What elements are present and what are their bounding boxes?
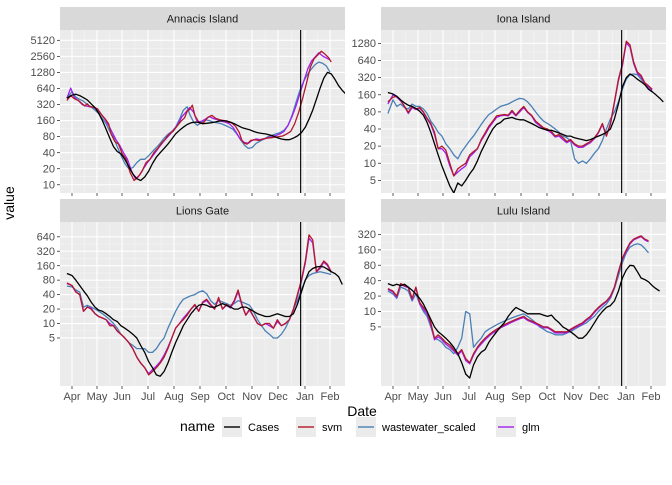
panels-layer: Annacis Island 10 20 40 80 160 320 640 1280 2560 5… <box>31 7 666 403</box>
x-tick-label: Dec <box>589 391 609 403</box>
x-tick-label: Apr <box>384 391 401 403</box>
x-tick-label: Aug <box>164 391 184 403</box>
x-tick-label: Jan <box>617 391 635 403</box>
y-tick-label: 640 <box>37 231 55 243</box>
x-tick-label: Nov <box>563 391 583 403</box>
series-line-cases <box>66 265 343 377</box>
y-tick-label: 80 <box>43 131 55 143</box>
x-tick-label: Jul <box>462 391 476 403</box>
y-tick-label: 40 <box>43 147 55 159</box>
x-tick-label: Sep <box>190 391 210 403</box>
x-tick-label: Jan <box>296 391 314 403</box>
y-tick-label: 640 <box>358 55 376 67</box>
legend-label: Cases <box>248 422 280 434</box>
y-tick-label: 160 <box>37 115 55 127</box>
series-line-svm <box>387 40 653 177</box>
series-line-ww <box>66 271 332 354</box>
y-tick-label: 40 <box>364 275 376 287</box>
facet-panel: Annacis Island 10 20 40 80 160 320 640 1280 2560 5… <box>31 7 345 196</box>
x-tick-label: Dec <box>268 391 288 403</box>
legend-items: Cases svm wastewater_scaled glm <box>222 417 540 437</box>
x-tick-label: May <box>408 391 429 403</box>
legend-label: glm <box>522 422 540 434</box>
y-tick-label: 80 <box>364 106 376 118</box>
facet-strip <box>60 199 345 222</box>
facet-title: Lulu Island <box>497 206 550 218</box>
y-tick-label: 10 <box>364 306 376 318</box>
y-tick-label: 160 <box>358 244 376 256</box>
y-tick-label: 320 <box>358 229 376 241</box>
y-tick-label: 2560 <box>31 51 55 63</box>
series-line-cases <box>387 264 660 379</box>
panel-background <box>60 30 345 193</box>
y-tick-label: 80 <box>364 260 376 272</box>
x-tick-label: Jun <box>434 391 452 403</box>
y-tick-label: 10 <box>43 179 55 191</box>
series-line-cases <box>387 73 664 193</box>
y-tick-label: 320 <box>358 72 376 84</box>
facet-strip <box>381 199 666 222</box>
y-tick-label: 5 <box>370 175 376 187</box>
y-tick-label: 20 <box>364 291 376 303</box>
y-tick-label: 20 <box>43 163 55 175</box>
y-tick-label: 5120 <box>31 35 55 47</box>
series-line-svm <box>66 50 332 182</box>
y-tick-label: 80 <box>43 275 55 287</box>
x-tick-label: Feb <box>642 391 661 403</box>
series-line-ww <box>387 73 653 164</box>
facet-title: Annacis Island <box>167 14 239 26</box>
x-tick-label: Jul <box>141 391 155 403</box>
x-tick-label: Feb <box>321 391 340 403</box>
x-tick-label: Jun <box>113 391 131 403</box>
y-tick-label: 1280 <box>352 38 376 50</box>
legend-title: name <box>180 418 215 434</box>
facet-panel: Iona Island 5 10 20 40 80 160 320 640 1280 <box>352 7 666 196</box>
y-tick-label: 1280 <box>31 67 55 79</box>
facet-strip <box>60 7 345 30</box>
x-tick-label: Aug <box>485 391 505 403</box>
facet-title: Lions Gate <box>176 206 229 218</box>
x-tick-label: Oct <box>217 391 234 403</box>
x-tick-label: Apr <box>63 391 80 403</box>
x-axis-title: Date <box>347 403 377 419</box>
y-tick-label: 20 <box>43 304 55 316</box>
y-tick-label: 160 <box>37 260 55 272</box>
x-tick-label: May <box>87 391 108 403</box>
facet-panel: Lulu Island 5 10 20 40 80 160 320 Apr May Jun Jul Au… <box>358 199 666 403</box>
y-tick-label: 10 <box>43 318 55 330</box>
legend: name Cases svm wastewater_scaled glm <box>180 417 540 437</box>
y-tick-label: 20 <box>364 141 376 153</box>
facet-strip <box>381 7 666 30</box>
x-tick-label: Oct <box>538 391 555 403</box>
y-axis-title: value <box>1 186 17 220</box>
y-tick-label: 320 <box>37 99 55 111</box>
series-line-svm <box>66 234 332 376</box>
y-tick-label: 40 <box>43 289 55 301</box>
y-tick-label: 5 <box>370 321 376 333</box>
y-tick-label: 5 <box>49 333 55 345</box>
legend-label: svm <box>322 422 342 434</box>
x-tick-label: Nov <box>242 391 262 403</box>
y-tick-label: 160 <box>358 89 376 101</box>
y-tick-label: 40 <box>364 124 376 136</box>
y-tick-label: 10 <box>364 158 376 170</box>
y-tick-label: 320 <box>37 246 55 258</box>
y-tick-label: 640 <box>37 83 55 95</box>
facet-panel: Lions Gate 5 10 20 40 80 160 320 640 Apr May Jun Jul… <box>37 199 345 403</box>
series-line-svm <box>387 235 649 364</box>
facet-title: Iona Island <box>497 14 551 26</box>
legend-label: wastewater_scaled <box>381 422 476 434</box>
x-tick-label: Sep <box>511 391 531 403</box>
series-line-cases <box>66 71 345 182</box>
